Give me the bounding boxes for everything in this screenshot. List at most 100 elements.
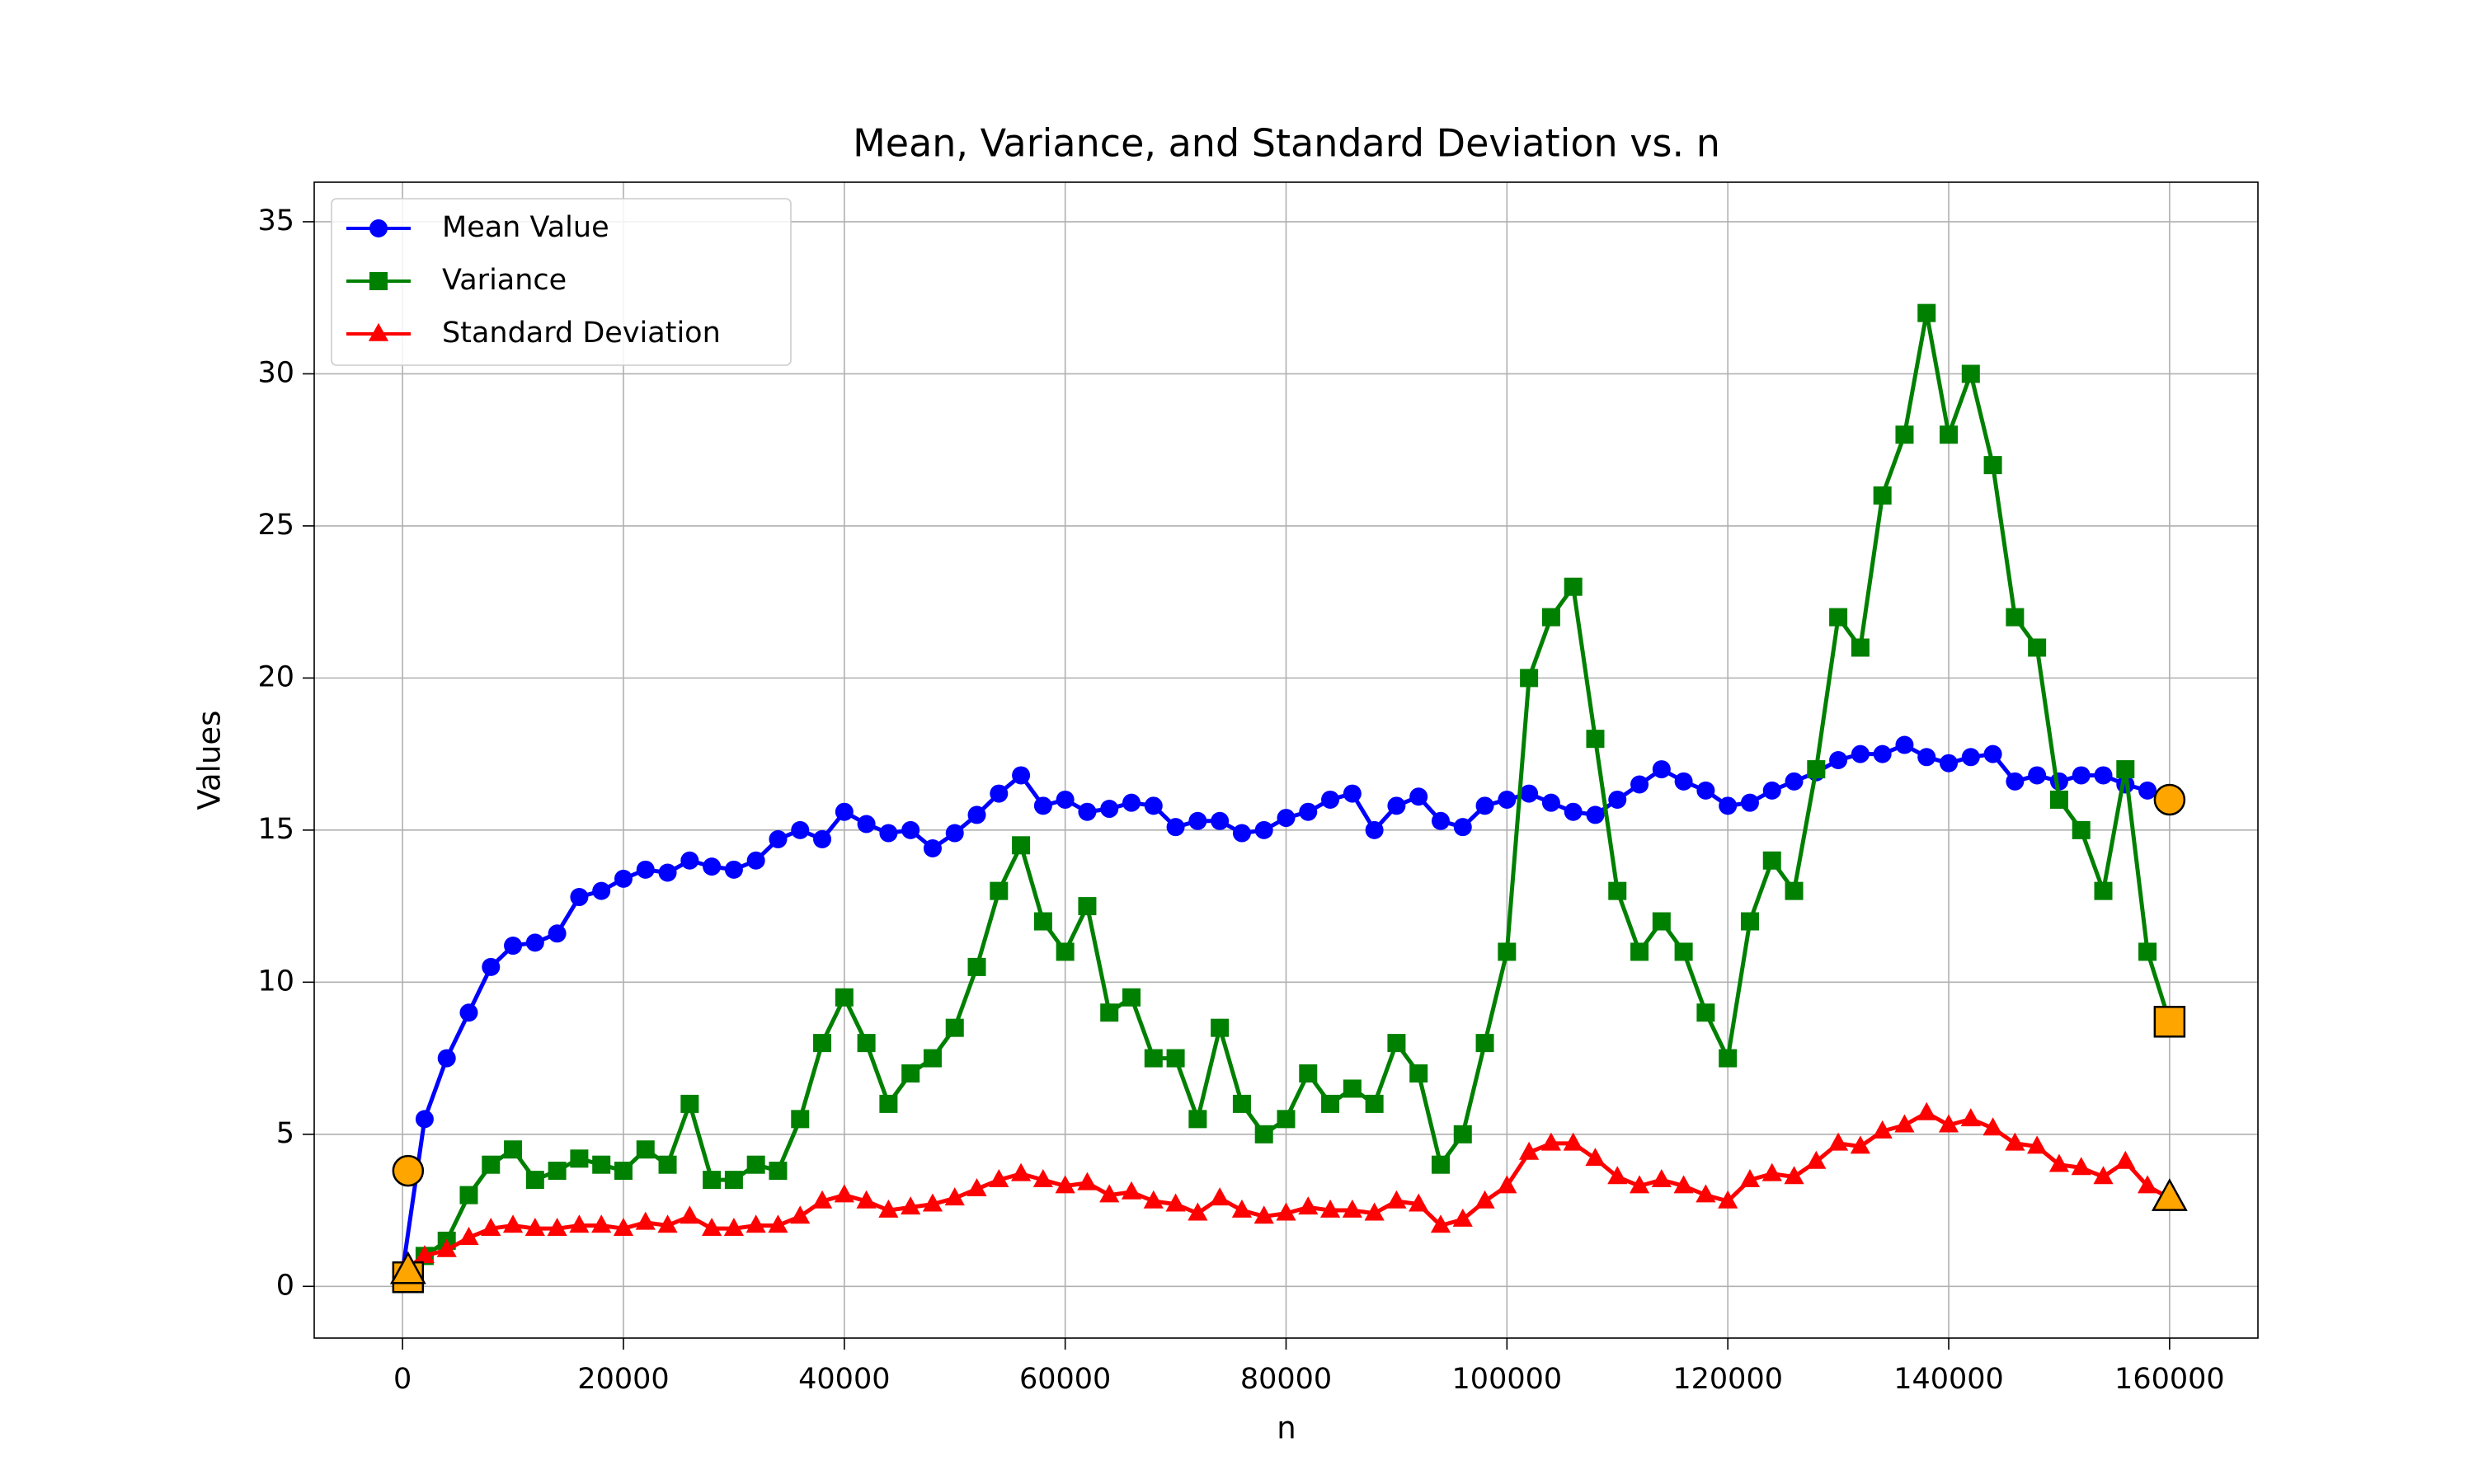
data-point bbox=[504, 937, 523, 956]
data-point bbox=[2072, 820, 2091, 839]
data-point bbox=[2094, 766, 2113, 785]
data-point bbox=[2006, 772, 2025, 791]
data-point bbox=[1961, 364, 1980, 383]
data-point bbox=[724, 1171, 743, 1190]
data-point bbox=[945, 824, 964, 843]
data-point bbox=[1629, 1175, 1650, 1194]
data-point bbox=[1608, 790, 1627, 809]
data-point bbox=[1586, 730, 1605, 749]
data-point bbox=[1409, 1064, 1428, 1083]
data-point bbox=[1277, 809, 1296, 828]
data-point bbox=[635, 1211, 656, 1230]
data-point bbox=[967, 1178, 987, 1197]
legend-label: Mean Value bbox=[442, 211, 609, 244]
data-point bbox=[525, 933, 544, 952]
data-point bbox=[1099, 1184, 1120, 1203]
data-point bbox=[415, 1110, 434, 1129]
data-point bbox=[614, 1162, 633, 1181]
data-point bbox=[1696, 1184, 1716, 1203]
data-point bbox=[1785, 881, 1804, 900]
data-point bbox=[1895, 735, 1914, 754]
data-point bbox=[746, 1155, 765, 1174]
data-point bbox=[1387, 1034, 1406, 1053]
data-point bbox=[923, 1049, 942, 1068]
data-point bbox=[680, 1094, 699, 1113]
data-point bbox=[1166, 818, 1185, 837]
data-point bbox=[1983, 744, 2002, 763]
data-point bbox=[1917, 1101, 1937, 1120]
data-point bbox=[1056, 942, 1075, 961]
data-point bbox=[1188, 1110, 1207, 1129]
data-point bbox=[636, 860, 655, 879]
y-tick-label: 35 bbox=[257, 204, 294, 237]
data-point bbox=[1740, 793, 1759, 812]
data-point bbox=[1365, 820, 1384, 839]
data-point bbox=[1232, 824, 1251, 843]
data-point bbox=[2028, 766, 2047, 785]
data-point bbox=[879, 824, 898, 843]
data-point bbox=[1652, 760, 1671, 779]
highlight-point bbox=[389, 1251, 426, 1284]
data-point bbox=[1563, 1132, 1583, 1151]
legend-box bbox=[331, 198, 792, 366]
data-point bbox=[1674, 772, 1693, 791]
data-point bbox=[923, 838, 942, 857]
data-point bbox=[1719, 796, 1738, 815]
data-point bbox=[1122, 988, 1141, 1007]
data-point bbox=[1254, 820, 1273, 839]
data-point bbox=[1498, 790, 1517, 809]
data-point bbox=[703, 1171, 722, 1190]
data-point bbox=[1386, 1190, 1407, 1209]
data-point bbox=[525, 1171, 544, 1190]
data-point bbox=[658, 1155, 677, 1174]
data-point bbox=[524, 1217, 545, 1236]
data-point bbox=[1960, 1108, 1981, 1127]
data-point bbox=[702, 1217, 722, 1236]
data-point bbox=[1895, 425, 1914, 444]
data-point bbox=[459, 1186, 478, 1205]
data-point bbox=[1431, 811, 1450, 830]
legend-marker bbox=[369, 219, 388, 237]
data-point bbox=[1940, 754, 1959, 773]
data-point bbox=[835, 988, 854, 1007]
data-point bbox=[1277, 1110, 1296, 1129]
data-point bbox=[1299, 1064, 1318, 1083]
data-point bbox=[1917, 748, 1936, 767]
data-point bbox=[1762, 781, 1781, 800]
data-point bbox=[591, 1214, 612, 1233]
x-tick-label: 60000 bbox=[1019, 1363, 1111, 1396]
y-tick-label: 10 bbox=[257, 965, 294, 998]
data-point bbox=[1077, 1172, 1098, 1190]
data-point bbox=[1851, 744, 1870, 763]
data-point bbox=[1873, 486, 1892, 505]
data-point bbox=[878, 1199, 899, 1218]
data-point bbox=[680, 1205, 700, 1224]
data-point bbox=[414, 1245, 435, 1264]
data-point bbox=[967, 805, 986, 824]
data-point bbox=[1673, 1175, 1694, 1194]
data-point bbox=[1144, 796, 1163, 815]
data-point bbox=[2138, 942, 2157, 961]
data-point bbox=[944, 1187, 965, 1206]
data-point bbox=[613, 1217, 634, 1236]
data-point bbox=[1873, 744, 1892, 763]
legend-label: Variance bbox=[442, 264, 567, 297]
data-point bbox=[1894, 1114, 1915, 1133]
data-point bbox=[967, 957, 986, 976]
data-point bbox=[1232, 1094, 1251, 1113]
data-point bbox=[1143, 1190, 1164, 1209]
data-point bbox=[1409, 787, 1428, 806]
data-point bbox=[1540, 1132, 1562, 1151]
data-point bbox=[2072, 766, 2091, 785]
data-point bbox=[1188, 1202, 1208, 1221]
data-point bbox=[1121, 1181, 1142, 1200]
data-point bbox=[1210, 1187, 1230, 1206]
data-point bbox=[1165, 1193, 1186, 1212]
data-point bbox=[2137, 1175, 2158, 1194]
data-point bbox=[657, 1214, 678, 1233]
data-point bbox=[1453, 818, 1472, 837]
data-point bbox=[1100, 1003, 1119, 1022]
data-point bbox=[1231, 1199, 1253, 1218]
data-point bbox=[945, 1018, 964, 1037]
data-point bbox=[1828, 1132, 1849, 1151]
